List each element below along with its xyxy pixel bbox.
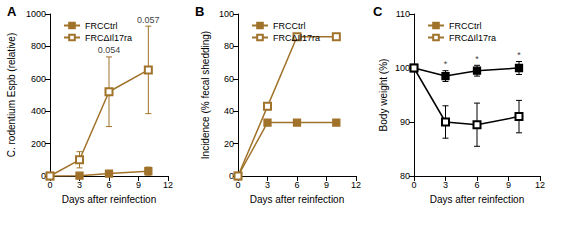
svg-text:A: A [7, 4, 17, 19]
svg-text:FRCCtrl: FRCCtrl [273, 21, 306, 31]
svg-text:0: 0 [47, 180, 52, 190]
svg-text:6: 6 [294, 180, 299, 190]
svg-text:20: 20 [224, 139, 234, 149]
svg-text:400: 400 [31, 106, 46, 116]
svg-text:Days after reinfection: Days after reinfection [250, 194, 345, 205]
svg-text:*: * [475, 54, 479, 64]
svg-text:80: 80 [400, 171, 410, 181]
svg-text:6: 6 [474, 180, 479, 190]
svg-text:60: 60 [224, 74, 234, 84]
svg-text:12: 12 [535, 180, 545, 190]
svg-text:*: * [517, 50, 521, 60]
svg-text:Body weight (%): Body weight (%) [378, 59, 389, 132]
svg-text:FRCCtrl: FRCCtrl [449, 21, 482, 31]
svg-text:9: 9 [136, 180, 141, 190]
svg-text:12: 12 [163, 180, 173, 190]
svg-text:FRCCtrl: FRCCtrl [85, 21, 118, 31]
svg-text:100: 100 [219, 9, 234, 19]
svg-text:100: 100 [395, 63, 410, 73]
svg-text:0: 0 [235, 180, 240, 190]
svg-text:C: C [373, 4, 383, 19]
svg-text:Incidence (% fecal shedding): Incidence (% fecal shedding) [200, 31, 211, 159]
svg-text:C. rodentium Espb (relative): C. rodentium Espb (relative) [6, 33, 17, 158]
svg-text:6: 6 [106, 180, 111, 190]
svg-text:Days after reinfection: Days after reinfection [430, 194, 525, 205]
svg-text:3: 3 [265, 180, 270, 190]
svg-text:0: 0 [41, 171, 46, 181]
svg-text:0: 0 [411, 180, 416, 190]
svg-text:FRCΔIl17ra: FRCΔIl17ra [273, 33, 320, 43]
svg-text:0.054: 0.054 [98, 45, 121, 55]
svg-text:0: 0 [229, 171, 234, 181]
svg-text:B: B [195, 4, 204, 19]
svg-text:12: 12 [351, 180, 361, 190]
svg-text:600: 600 [31, 74, 46, 84]
svg-text:0.057: 0.057 [137, 15, 160, 25]
svg-text:80: 80 [224, 41, 234, 51]
svg-text:200: 200 [31, 139, 46, 149]
svg-text:*: * [444, 59, 448, 69]
svg-text:3: 3 [443, 180, 448, 190]
svg-text:9: 9 [324, 180, 329, 190]
svg-text:FRCΔIl17ra: FRCΔIl17ra [85, 33, 132, 43]
svg-text:3: 3 [77, 180, 82, 190]
svg-text:40: 40 [224, 106, 234, 116]
svg-text:800: 800 [31, 41, 46, 51]
svg-text:110: 110 [396, 9, 410, 19]
svg-text:90: 90 [400, 117, 410, 127]
svg-text:9: 9 [506, 180, 511, 190]
svg-text:Days after reinfection: Days after reinfection [62, 194, 157, 205]
svg-text:FRCΔIl17ra: FRCΔIl17ra [449, 33, 496, 43]
svg-text:1000: 1000 [26, 9, 46, 19]
